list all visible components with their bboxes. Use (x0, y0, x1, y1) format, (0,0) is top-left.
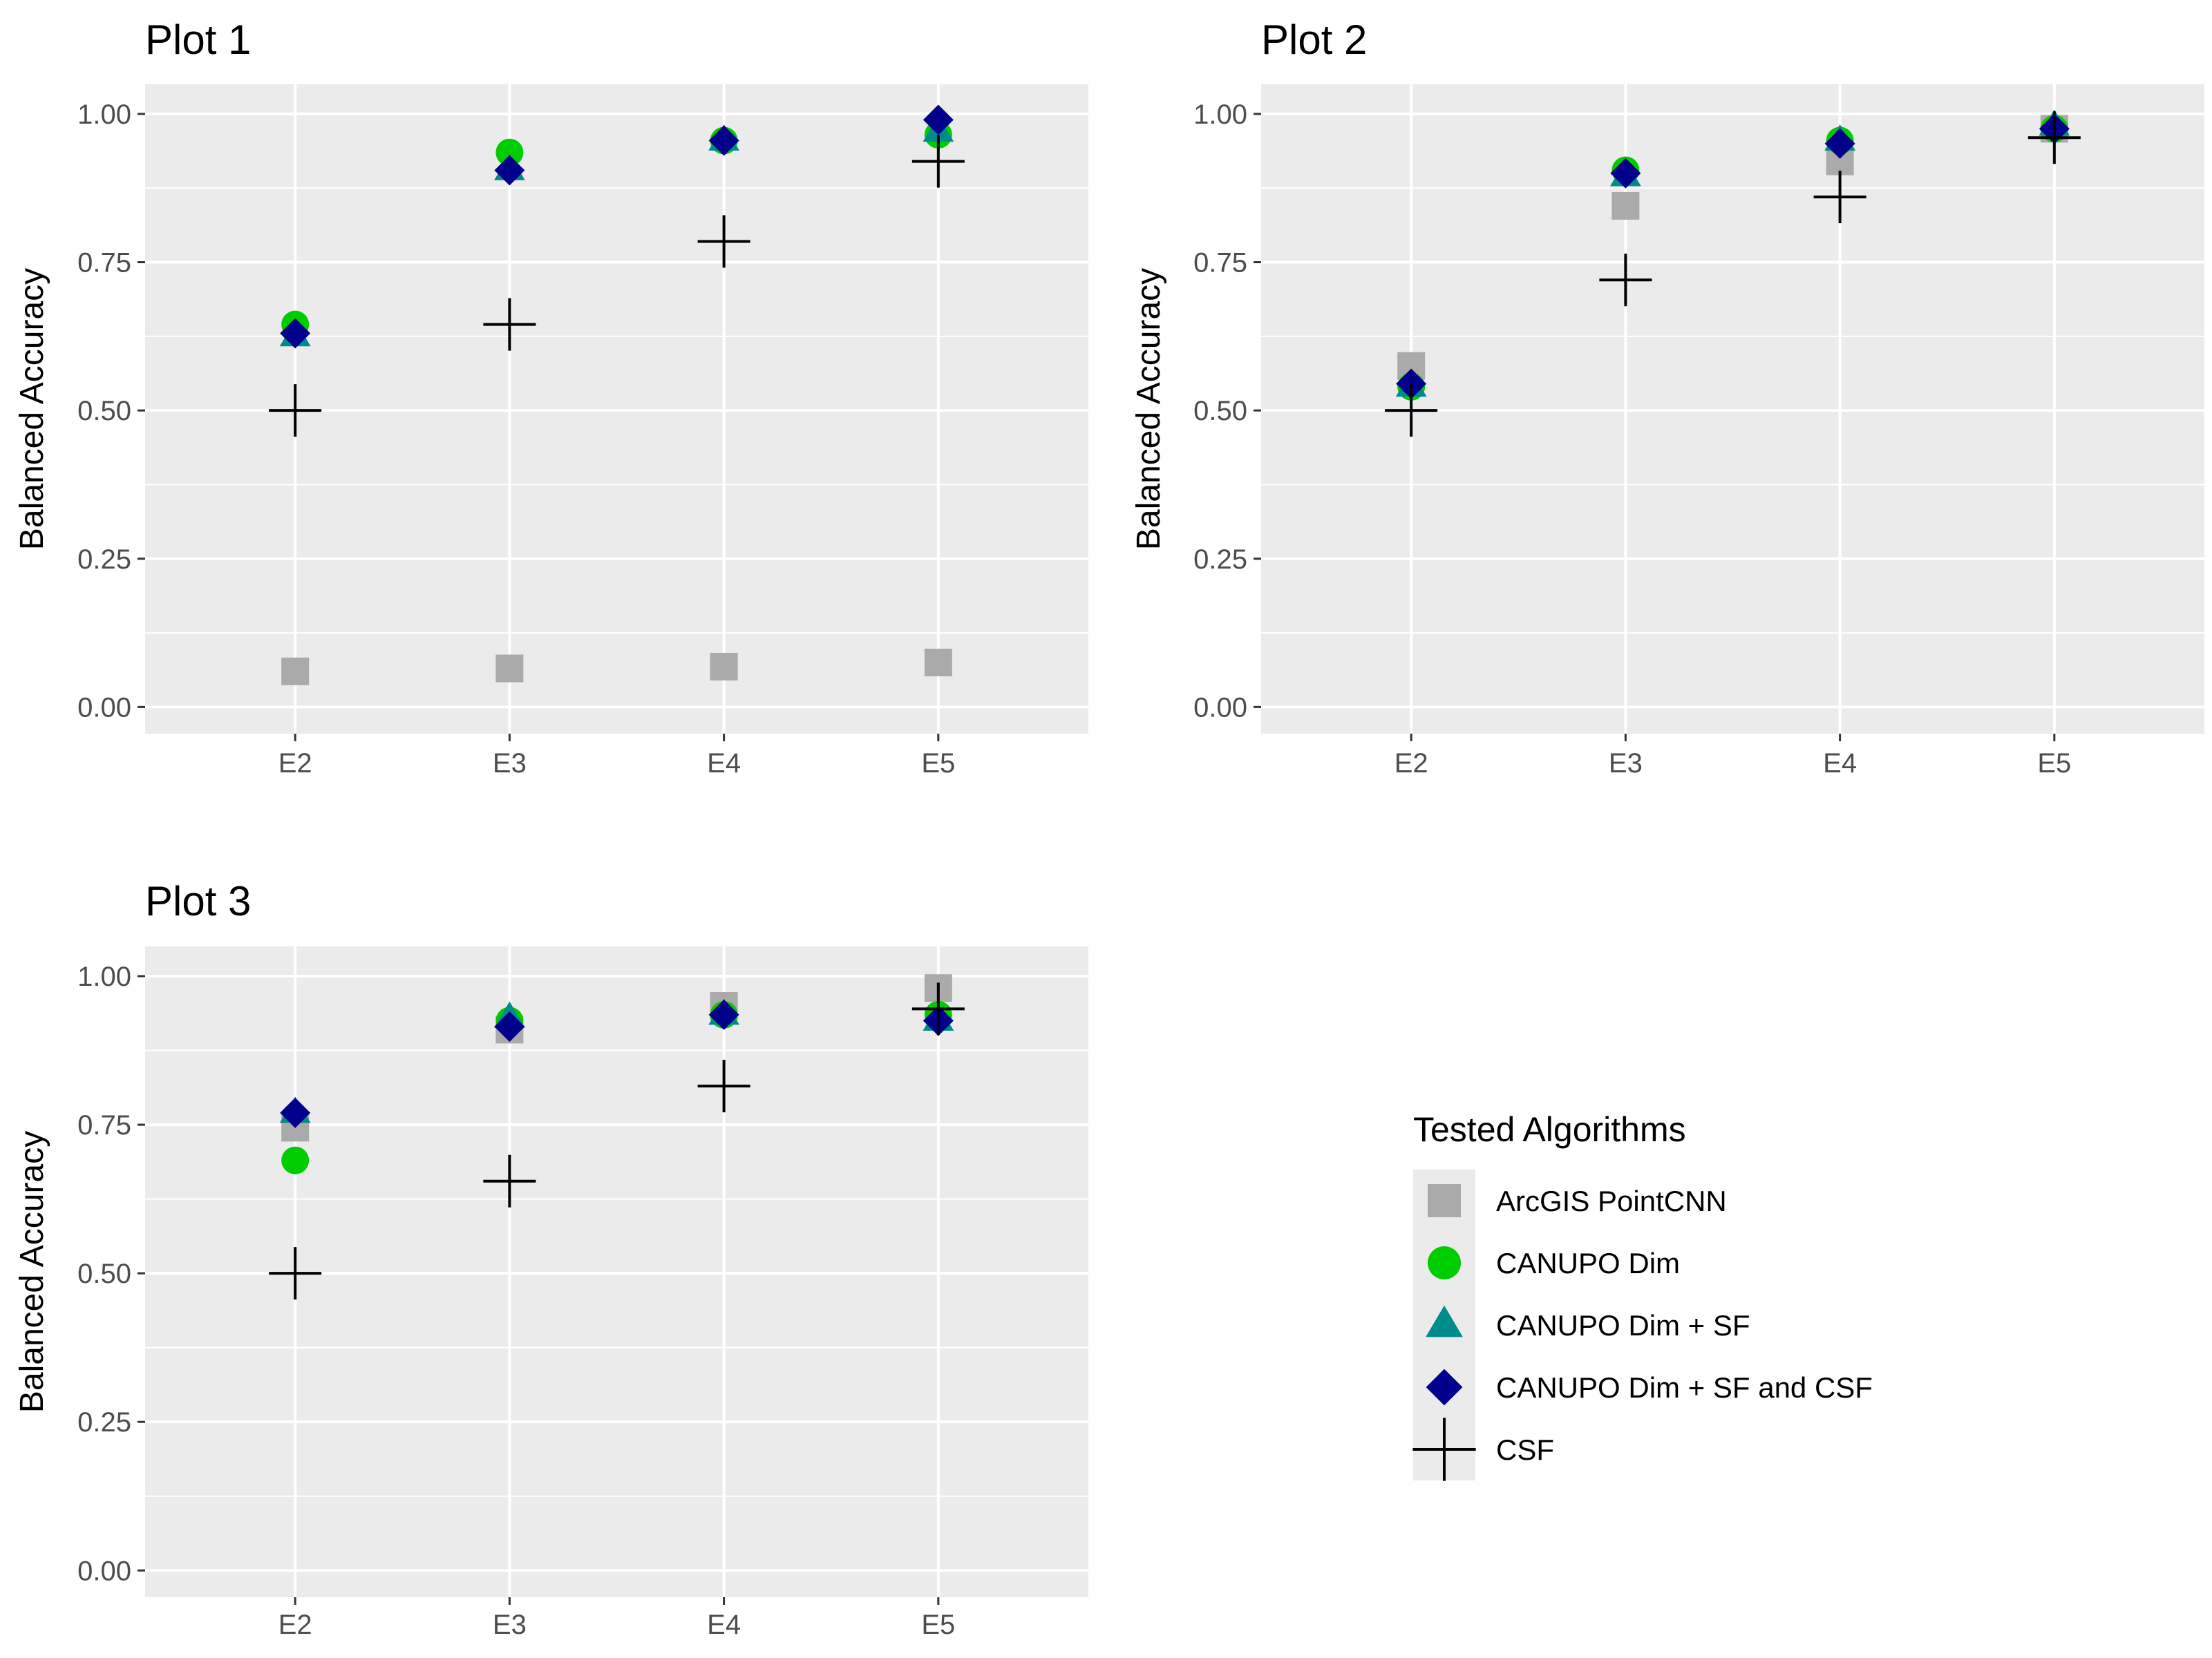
y-tick-label: 0.75 (1193, 248, 1247, 278)
point-canupo-dim-sf-and-csf-e5 (923, 104, 954, 135)
x-tick-label: E5 (921, 748, 955, 779)
point-canupo-dim-sf-and-csf-e2 (280, 1097, 311, 1128)
x-tick-label: E4 (707, 748, 741, 779)
legend-label-csf: CSF (1496, 1433, 1554, 1466)
legend-label-canupo-dim: CANUPO Dim (1496, 1247, 1680, 1279)
y-tick-label: 0.25 (77, 1407, 131, 1438)
point-csf-e4 (1813, 171, 1866, 224)
point-canupo-dim-sf-and-csf-e2 (280, 318, 311, 349)
point-csf-e2 (269, 1247, 322, 1300)
legend-key-arcgis-pointcnn (1428, 1184, 1461, 1217)
legend-key-canupo-dim-sf-and-csf (1426, 1369, 1463, 1406)
point-canupo-dim-sf-and-csf-e4 (708, 125, 739, 156)
y-axis-title: Balanced Accuracy (14, 1131, 50, 1413)
point-canupo-dim-e2 (281, 1146, 310, 1174)
point-canupo-dim-sf-and-csf-e4 (1824, 128, 1855, 159)
plot-background (145, 84, 1088, 734)
x-tick-label: E3 (493, 748, 527, 779)
y-tick-label: 0.25 (77, 544, 131, 575)
point-arcgis-pointcnn-e3 (495, 654, 524, 683)
y-tick-label: 0.75 (77, 1110, 131, 1141)
point-csf-e5 (911, 982, 965, 1036)
point-csf-e3 (1599, 254, 1652, 307)
x-tick-label: E3 (493, 1610, 527, 1640)
legend-key-csf (1412, 1418, 1476, 1481)
x-tick-label: E2 (1395, 748, 1428, 779)
point-csf-e2 (269, 384, 322, 437)
y-axis-title: Balanced Accuracy (14, 268, 50, 550)
plot-1-panel: 0.00 0.25 0.50 0.75 1.00 E2 E3 E4 E5 Plot 1 Balanc… (14, 17, 1088, 779)
point-canupo-dim-sf-and-csf-e3 (1610, 158, 1641, 189)
legend-key-canupo-dim (1428, 1246, 1461, 1279)
plot-3-panel: 0.00 0.25 0.50 0.75 1.00 E2 E3 E4 E5 Plot 3 Balanc… (14, 878, 1088, 1640)
x-tick-label: E4 (1823, 748, 1857, 779)
y-tick-label: 0.50 (1193, 396, 1247, 426)
point-canupo-dim-sf-and-csf-e4 (708, 999, 739, 1030)
y-tick-label: 0.50 (77, 1259, 131, 1289)
point-arcgis-pointcnn-e5 (924, 648, 952, 676)
legend: Tested Algorithms ArcGIS PointCNN CANUPO D… (1412, 1110, 1873, 1481)
x-tick-label: E5 (2037, 748, 2071, 779)
legend-key-canupo-dim-sf (1426, 1305, 1463, 1337)
point-canupo-dim-sf-and-csf-e3 (494, 1011, 525, 1042)
y-axis-title: Balanced Accuracy (1131, 268, 1167, 550)
point-csf-e5 (2027, 111, 2081, 164)
y-tick-label: 1.00 (77, 99, 131, 130)
y-tick-label: 1.00 (77, 962, 131, 992)
point-arcgis-pointcnn-e3 (1611, 191, 1640, 220)
point-csf-e2 (1385, 384, 1438, 437)
point-canupo-dim-e3 (495, 138, 524, 166)
plot-title: Plot 1 (145, 17, 251, 63)
y-tick-label: 1.00 (1193, 99, 1247, 130)
y-tick-label: 0.75 (77, 248, 131, 278)
point-canupo-dim-sf-and-csf-e2 (1396, 368, 1427, 399)
point-csf-e4 (697, 1060, 750, 1113)
plot-background (1261, 84, 2204, 734)
plot-2-panel: 0.00 0.25 0.50 0.75 1.00 E2 E3 E4 E5 Plot 2 Balanc… (1131, 17, 2204, 779)
point-csf-e3 (483, 1154, 536, 1208)
x-tick-label: E4 (707, 1610, 741, 1640)
point-csf-e5 (911, 135, 965, 188)
x-tick-label: E3 (1609, 748, 1643, 779)
legend-label-canupo-dim-sf: CANUPO Dim + SF (1496, 1309, 1750, 1342)
y-tick-label: 0.50 (77, 396, 131, 426)
x-tick-label: E5 (921, 1610, 955, 1640)
y-tick-label: 0.25 (1193, 544, 1247, 575)
legend-title: Tested Algorithms (1413, 1110, 1686, 1149)
point-arcgis-pointcnn-e2 (281, 657, 310, 685)
point-csf-e4 (697, 215, 750, 268)
plot-background (145, 946, 1088, 1597)
plot-title: Plot 2 (1261, 17, 1367, 63)
legend-label-arcgis-pointcnn: ArcGIS PointCNN (1496, 1185, 1727, 1217)
legend-label-canupo-dim-sf-and-csf: CANUPO Dim + SF and CSF (1496, 1371, 1873, 1404)
y-tick-label: 0.00 (77, 692, 131, 723)
plot-title: Plot 3 (145, 878, 251, 924)
point-arcgis-pointcnn-e4 (710, 652, 738, 680)
point-canupo-dim-sf-and-csf-e3 (494, 155, 525, 186)
point-csf-e3 (483, 298, 536, 351)
x-tick-label: E2 (278, 748, 312, 779)
x-tick-label: E2 (278, 1610, 312, 1640)
y-tick-label: 0.00 (1193, 692, 1247, 723)
y-tick-label: 0.00 (77, 1556, 131, 1586)
